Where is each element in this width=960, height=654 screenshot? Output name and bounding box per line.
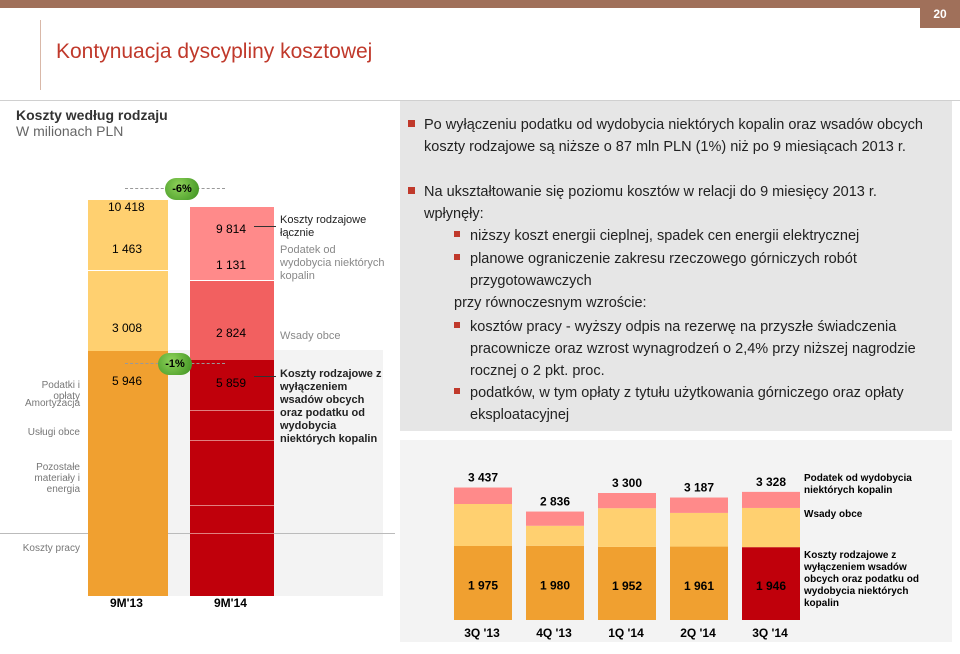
sub-bullet-b2: podatków, w tym opłaty z tytułu użytkowa…	[470, 385, 904, 423]
bar-segment-1-3	[670, 512, 728, 547]
bar-9m13-core-label: 5 946	[112, 374, 143, 388]
bar-9m13-total-label: 10 418	[108, 200, 145, 214]
category-9m14: 9M'14	[214, 596, 247, 610]
tag-amortization: Amortyzacja	[24, 398, 80, 409]
bullet-1: Po wyłączeniu podatku od wydobycia niekt…	[424, 117, 923, 155]
total-value-label: 3 328	[756, 475, 786, 489]
bar-segment-2-1	[526, 511, 584, 526]
arrow-total	[254, 226, 276, 227]
tag-other-materials: Pozostałe materiały i energia	[34, 462, 80, 495]
bar-segment-1-0	[454, 504, 512, 546]
header-rule	[0, 100, 960, 101]
category-2q14: 2Q '14	[680, 626, 716, 640]
total-value-label: 2 836	[540, 495, 570, 509]
bar-segment-0-2	[598, 546, 656, 620]
bar-9m14-external-label: 2 824	[216, 326, 247, 340]
bar-9m14-total-label: 9 814	[216, 222, 247, 236]
quarterly-chart: 1 975 3 437 1 980 2 836 1 952 3 300 1 961 3 187…	[454, 471, 800, 620]
page-number: 20	[920, 0, 960, 28]
bar-segment-0-3	[670, 546, 728, 620]
sub-bullet-icon	[454, 231, 460, 237]
bar-9m13-external	[88, 270, 168, 351]
core-value-label: 1 980	[540, 578, 570, 592]
category-4q13: 4Q '13	[536, 626, 572, 640]
total-value-label: 3 437	[468, 471, 498, 485]
bar-segment-0-1	[526, 545, 584, 620]
arrow-core	[254, 376, 276, 377]
bar-segment-2-2	[598, 493, 656, 509]
mid-text: przy równoczesnym wzroście:	[454, 295, 647, 311]
bar-segment-0-4	[742, 547, 800, 620]
category-1q14: 1Q '14	[608, 626, 644, 640]
sub-bullet-a2: planowe ograniczenie zakresu rzeczowego …	[470, 251, 857, 289]
label-external: Wsady obce	[280, 330, 341, 342]
label-total-costs: Koszty rodzajowe łącznie	[280, 214, 367, 239]
bullet-icon	[408, 187, 415, 194]
bar-9m14-tax-label: 1 131	[216, 258, 247, 272]
sub-bullet-a1: niższy koszt energii cieplnej, spadek ce…	[470, 228, 860, 244]
bar-segment-2-4	[742, 491, 800, 508]
label-core: Koszty rodzajowe z wyłączeniem wsadów ob…	[280, 368, 382, 445]
legend-external: Wsady obce	[804, 509, 863, 520]
core-value-label: 1 975	[468, 579, 498, 593]
legend-tax: Podatek od wydobycia niektórych kopalin	[804, 473, 912, 496]
bullet-2: Na ukształtowanie się poziomu kosztów w …	[424, 184, 877, 222]
core-value-label: 1 952	[612, 579, 642, 593]
total-value-label: 3 187	[684, 481, 714, 495]
tag-external-services: Usługi obce	[27, 427, 80, 438]
sub-bullet-icon	[454, 322, 460, 328]
bar-9m13-tax	[88, 200, 168, 270]
change-core-badge: -1%	[158, 353, 192, 375]
core-value-label: 1 946	[756, 579, 786, 593]
label-tax: Podatek od wydobycia niektórych kopalin	[280, 244, 385, 282]
core-value-label: 1 961	[684, 579, 714, 593]
sub-bullet-icon	[454, 388, 460, 394]
top-bar	[0, 0, 960, 8]
bar-9m14-tax	[190, 207, 274, 280]
bar-9m13-tax-label: 1 463	[112, 242, 143, 256]
bar-9m14-core	[190, 360, 274, 596]
legend-core: Koszty rodzajowe z wyłączeniem wsadów ob…	[804, 550, 920, 609]
tag-labour: Koszty pracy	[22, 543, 80, 554]
bar-segment-2-0	[454, 487, 512, 504]
tag-taxes-fees: Podatki i opłaty	[41, 380, 80, 402]
bar-segment-1-2	[598, 508, 656, 547]
bar-9m14-core-label: 5 859	[216, 376, 247, 390]
left-chart-title: Koszty według rodzaju	[16, 107, 168, 123]
bar-segment-2-3	[670, 497, 728, 513]
category-3q14: 3Q '14	[752, 626, 788, 640]
summary-panel	[400, 101, 952, 431]
bar-segment-1-1	[526, 525, 584, 546]
bar-9m14-seg2	[190, 440, 274, 441]
bar-segment-1-4	[742, 507, 800, 548]
bar-segment-0-0	[454, 546, 512, 620]
category-3q13: 3Q '13	[464, 626, 500, 640]
bar-9m14-seg3	[190, 505, 274, 506]
sub-bullet-b1: kosztów pracy - wyższy odpis na rezerwę …	[470, 319, 916, 379]
page-title: Kontynuacja dyscypliny kosztowej	[56, 40, 373, 63]
left-chart-subtitle: W milionach PLN	[16, 123, 124, 139]
total-value-label: 3 300	[612, 476, 642, 490]
bar-9m14-seg4	[190, 533, 274, 534]
bullet-icon	[408, 120, 415, 127]
sub-bullet-icon	[454, 254, 460, 260]
bar-9m13-external-label: 3 008	[112, 321, 143, 335]
bar-9m14-seg1	[190, 410, 274, 411]
title-divider	[40, 20, 41, 90]
bar-9m14-external	[190, 280, 274, 361]
category-9m13: 9M'13	[110, 596, 143, 610]
change-total-badge: -6%	[165, 178, 199, 200]
